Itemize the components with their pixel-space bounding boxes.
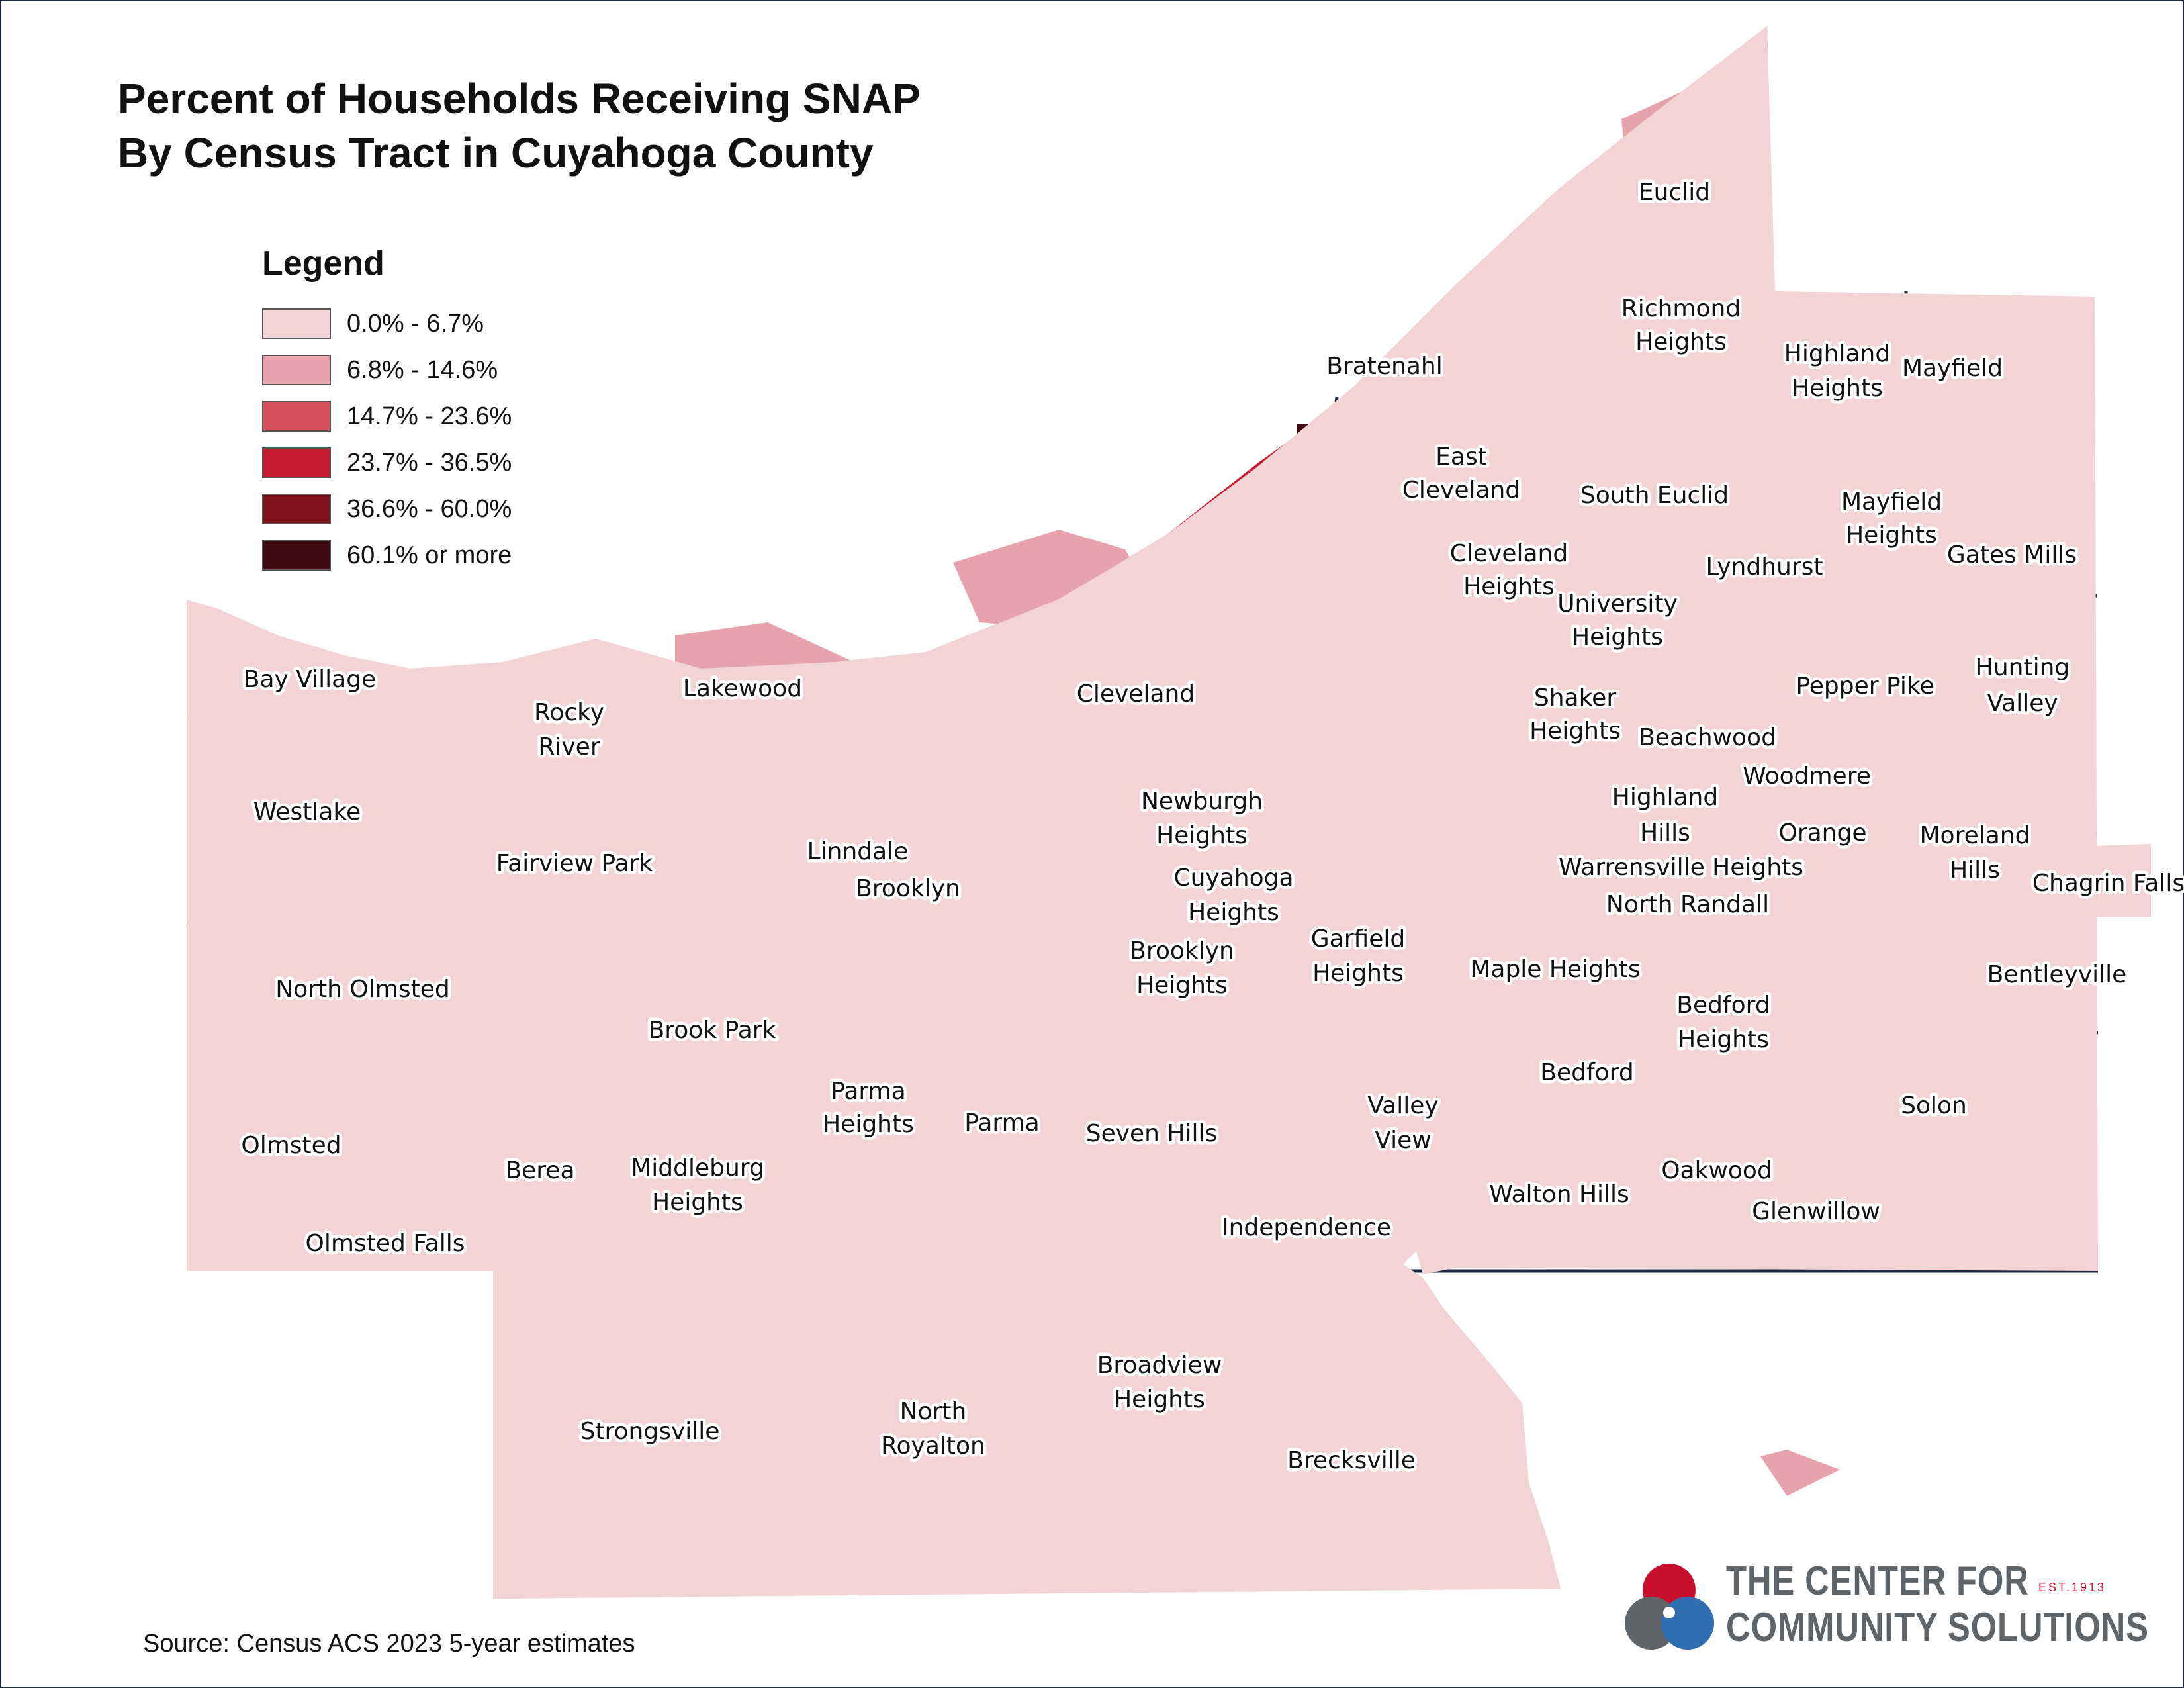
legend-swatch xyxy=(262,540,331,571)
municipality-label: Oakwood xyxy=(1661,1157,1772,1184)
legend-swatch xyxy=(262,401,331,432)
municipality-label: Brecksville xyxy=(1287,1447,1416,1474)
legend-swatch xyxy=(262,447,331,478)
municipality-label: Garfield Heights xyxy=(1311,925,1405,987)
logo-established: EST.1913 xyxy=(2038,1581,2107,1594)
legend-item: 14.7% - 23.6% xyxy=(262,393,512,440)
map-title: Percent of Households Receiving SNAP By … xyxy=(118,71,921,180)
map-title-line1: Percent of Households Receiving SNAP xyxy=(118,75,921,122)
legend-label: 36.6% - 60.0% xyxy=(347,494,512,523)
legend-swatch xyxy=(262,355,331,385)
municipality-label: Gates Mills xyxy=(1947,541,2077,569)
municipality-label: Moreland Hills xyxy=(1920,822,2030,884)
municipality-label: Strongsville xyxy=(580,1418,720,1445)
organization-logo: THE CENTER FOR COMMUNITY SOLUTIONS EST.1… xyxy=(1615,1556,2148,1662)
legend-label: 0.0% - 6.7% xyxy=(347,309,484,338)
municipality-label: Olmsted Falls xyxy=(306,1230,465,1257)
legend-item: 0.0% - 6.7% xyxy=(262,301,512,347)
municipality-label: Bedford Heights xyxy=(1676,992,1770,1053)
municipality-label: University Heights xyxy=(1557,590,1678,651)
legend-swatch xyxy=(262,308,331,339)
municipality-label: Linndale xyxy=(807,838,909,865)
legend-item: 36.6% - 60.0% xyxy=(262,486,512,532)
municipality-label: Valley View xyxy=(1367,1092,1438,1154)
municipality-label: Middleburg Heights xyxy=(631,1154,764,1216)
municipality-label: North Randall xyxy=(1606,891,1769,918)
municipality-label: Pepper Pike xyxy=(1796,673,1934,700)
municipality-label: Lyndhurst xyxy=(1706,553,1823,581)
municipality-label: Maple Heights xyxy=(1470,956,1640,983)
municipality-label: Lakewood xyxy=(683,675,802,702)
municipality-label: Cleveland xyxy=(1077,680,1195,708)
legend-label: 14.7% - 23.6% xyxy=(347,402,512,430)
municipality-label: Beachwood xyxy=(1639,724,1776,751)
municipality-label: Newburgh Heights xyxy=(1141,788,1263,849)
legend-title: Legend xyxy=(262,244,385,283)
municipality-label: Independence xyxy=(1222,1214,1391,1241)
legend-swatch xyxy=(262,494,331,524)
legend-label: 60.1% or more xyxy=(347,541,512,569)
municipality-label: Brooklyn xyxy=(856,875,960,902)
municipality-label: Woodmere xyxy=(1743,763,1871,790)
tract-patch xyxy=(1760,1450,1840,1496)
logo-line1: THE CENTER FOR xyxy=(1726,1558,2029,1604)
municipality-label: North Olmsted xyxy=(275,976,449,1003)
municipality-label: Chagrin Falls xyxy=(2032,870,2184,897)
municipality-label: Cleveland Heights xyxy=(1450,540,1568,600)
municipality-label: Olmsted xyxy=(241,1132,341,1159)
municipality-label: Walton Hills xyxy=(1489,1181,1629,1208)
legend: Legend 0.0% - 6.7% 6.8% - 14.6% 14.7% - 23… xyxy=(262,244,512,579)
municipality-label: Bay Village xyxy=(244,666,376,693)
municipality-label: Parma xyxy=(964,1109,1039,1137)
municipality-label: Mayfield xyxy=(1902,355,2003,382)
municipality-label: Shaker Heights xyxy=(1529,684,1621,745)
municipality-label: Berea xyxy=(505,1157,574,1184)
legend-item: 23.7% - 36.5% xyxy=(262,440,512,486)
municipality-label: Euclid xyxy=(1639,179,1710,206)
legend-label: 6.8% - 14.6% xyxy=(347,355,498,384)
municipality-label: East Cleveland xyxy=(1402,444,1520,504)
municipality-label: Orange xyxy=(1778,820,1866,847)
municipality-label: Cuyahoga Heights xyxy=(1173,865,1293,926)
municipality-label: Solon xyxy=(1901,1092,1967,1119)
logo-line2: COMMUNITY SOLUTIONS xyxy=(1726,1605,2149,1650)
municipality-label: Fairview Park xyxy=(496,850,653,877)
municipality-label: Seven Hills xyxy=(1086,1120,1218,1147)
logo-text: THE CENTER FOR COMMUNITY SOLUTIONS xyxy=(1726,1558,2149,1651)
municipality-label: Brook Park xyxy=(649,1017,776,1044)
municipality-labels: Euclid Richmond Heights Bratenahl Highland He… xyxy=(238,176,2184,1477)
municipality-label: Richmond Heights xyxy=(1621,295,1741,355)
source-note: Source: Census ACS 2023 5-year estimates xyxy=(143,1630,635,1658)
municipality-label: Highland Hills xyxy=(1612,784,1718,847)
municipality-label: Hunting Valley xyxy=(1976,654,2070,717)
legend-label: 23.7% - 36.5% xyxy=(347,448,512,477)
municipality-label: Broadview Heights xyxy=(1097,1352,1222,1413)
municipality-label: Highland Heights xyxy=(1784,340,1890,402)
municipality-label: South Euclid xyxy=(1580,482,1729,509)
municipality-label: Parma Heights xyxy=(823,1078,914,1138)
municipality-label: Bratenahl xyxy=(1326,353,1443,380)
municipality-label: Bentleyville xyxy=(1987,961,2127,988)
municipality-label: Brooklyn Heights xyxy=(1130,937,1234,999)
map-title-line2: By Census Tract in Cuyahoga County xyxy=(118,129,874,177)
logo-circles-icon xyxy=(1625,1564,1714,1650)
municipality-label: Bedford xyxy=(1540,1059,1633,1086)
municipality-label: Warrensville Heights xyxy=(1559,854,1803,881)
legend-item: 60.1% or more xyxy=(262,532,512,579)
municipality-label: North Royalton xyxy=(881,1398,985,1460)
municipality-label: Rocky River xyxy=(534,699,604,761)
municipality-label: Westlake xyxy=(253,798,361,825)
legend-item: 6.8% - 14.6% xyxy=(262,347,512,393)
municipality-label: Mayfield Heights xyxy=(1841,489,1942,549)
municipality-label: Glenwillow xyxy=(1752,1198,1880,1225)
